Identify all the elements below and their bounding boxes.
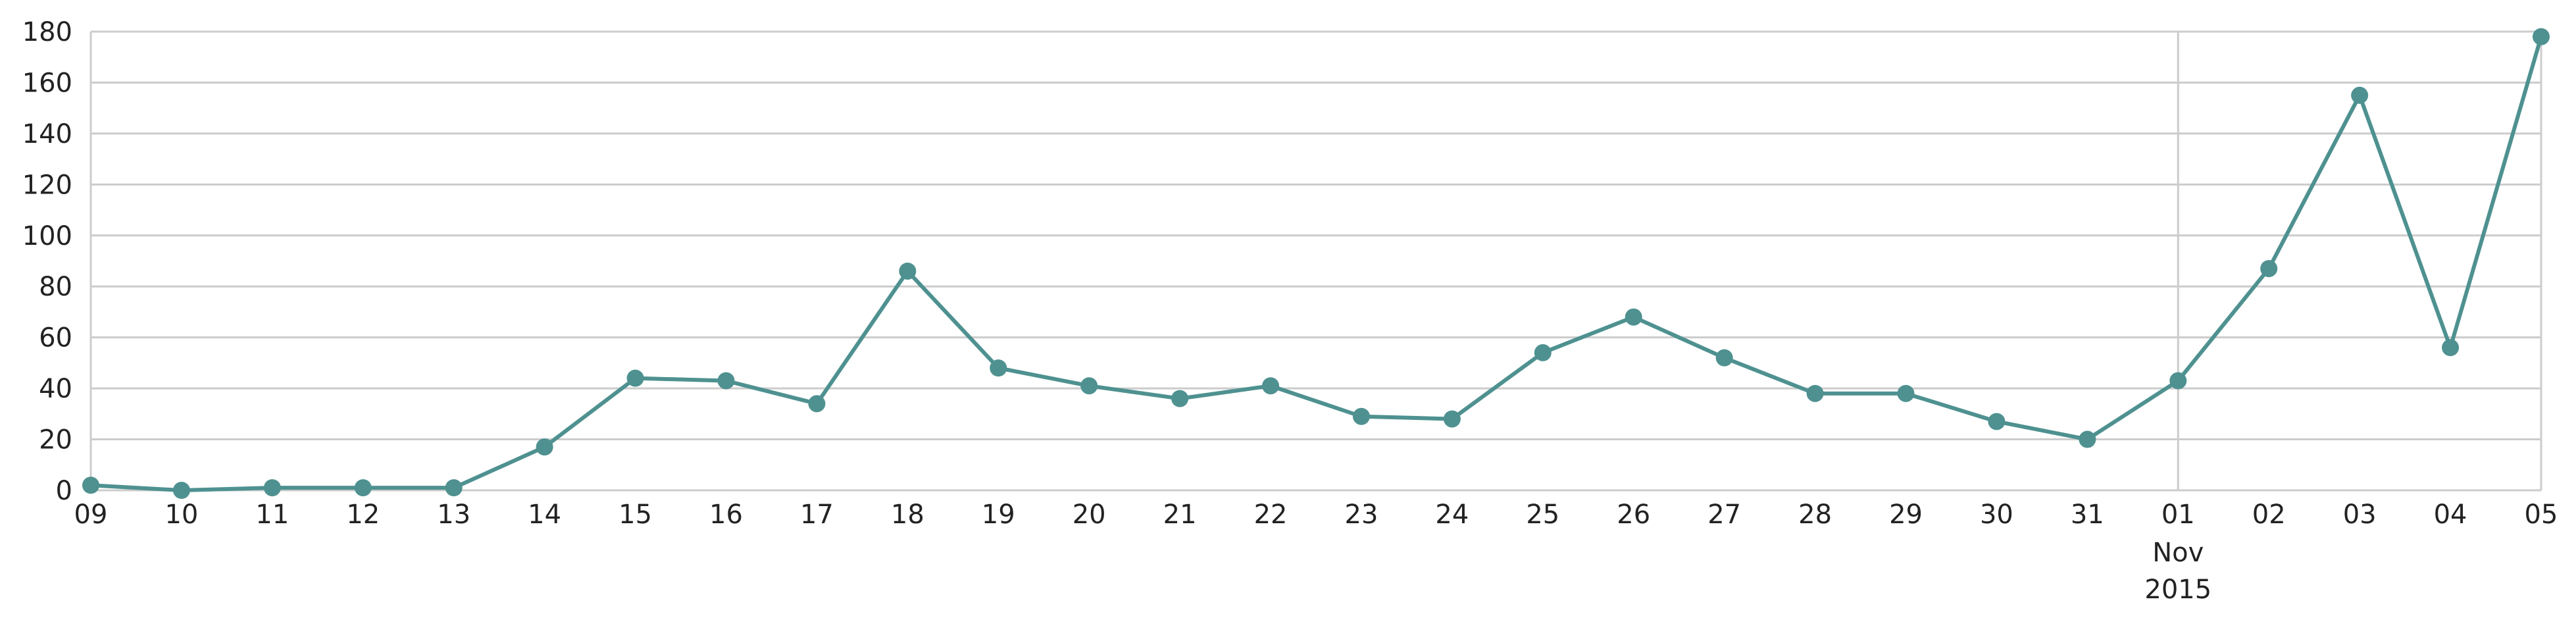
data-point [1625,308,1642,326]
x-tick-label: 28 [1798,500,1832,530]
x-tick-label: 21 [1163,500,1197,530]
x-tick-label: 11 [255,500,289,530]
x-tick-label: 03 [2343,500,2377,530]
data-point [2351,86,2369,104]
y-tick-label: 80 [39,272,72,302]
data-point [808,395,826,413]
y-tick-label: 100 [22,221,72,251]
data-point [536,438,553,456]
data-point [717,372,735,390]
x-tick-label: 17 [800,500,834,530]
y-tick-label: 0 [56,476,72,506]
x-tick-label: 05 [2525,500,2558,530]
x-tick-label: 16 [709,500,743,530]
data-point [2442,339,2460,357]
x-axis-tick-labels: 09 10 11 12 13 14 15 16 17 18 19 20 21 22 23 24 25 26 27 28… [74,500,2558,605]
data-point [1080,377,1098,395]
x-tick-label: 12 [346,500,380,530]
data-point [263,479,281,497]
x-tick-label: 31 [2071,500,2104,530]
data-point [2533,28,2550,45]
gridlines [89,30,2542,492]
data-point [82,476,99,494]
data-point [1443,410,1461,428]
x-tick-label: 15 [619,500,652,530]
x-tick-label: 26 [1617,500,1650,530]
y-tick-label: 160 [22,68,72,98]
y-tick-label: 120 [22,170,72,200]
x-tick-label: 24 [1435,500,1469,530]
data-point [1988,413,2006,430]
x-tick-label: 27 [1707,500,1741,530]
data-point [1715,349,1733,367]
x-tick-label: 20 [1073,500,1106,530]
data-point [354,479,372,497]
x-tick-label: 29 [1889,500,1923,530]
y-axis-tick-labels: 0 20 40 60 80 100 120 140 160 180 [22,17,72,506]
y-tick-label: 180 [22,17,72,47]
x-tick-label: 02 [2252,500,2286,530]
data-point [1352,407,1370,425]
x-month-label: Nov [2152,538,2204,568]
data-point [2260,260,2278,278]
data-point [1897,384,1915,402]
x-tick-label: 13 [437,500,470,530]
x-tick-label: 19 [982,500,1015,530]
data-point [899,262,917,280]
data-point [445,479,463,497]
y-tick-label: 60 [39,323,72,353]
plot-area [82,28,2550,499]
data-point [1262,377,1280,395]
x-tick-label: 14 [528,500,561,530]
y-tick-label: 20 [39,425,72,455]
x-tick-label: 09 [74,500,108,530]
x-tick-label: 10 [164,500,198,530]
x-tick-label: 18 [891,500,924,530]
data-point [990,359,1007,377]
data-point [626,369,644,387]
data-point [2079,430,2096,448]
x-tick-label: 23 [1345,500,1378,530]
x-tick-label: 30 [1980,500,2013,530]
y-tick-label: 40 [39,374,72,404]
y-tick-label: 140 [22,119,72,149]
x-tick-label: 01 [2161,500,2195,530]
data-point [1171,390,1189,407]
x-tick-label: 25 [1526,500,1559,530]
x-tick-label: 04 [2434,500,2467,530]
data-point [1806,384,1824,402]
x-year-label: 2015 [2144,575,2211,605]
series-line [90,36,2543,492]
data-point [1534,344,1552,361]
x-tick-label: 22 [1254,500,1288,530]
data-point [172,482,190,499]
data-point [2169,372,2187,390]
